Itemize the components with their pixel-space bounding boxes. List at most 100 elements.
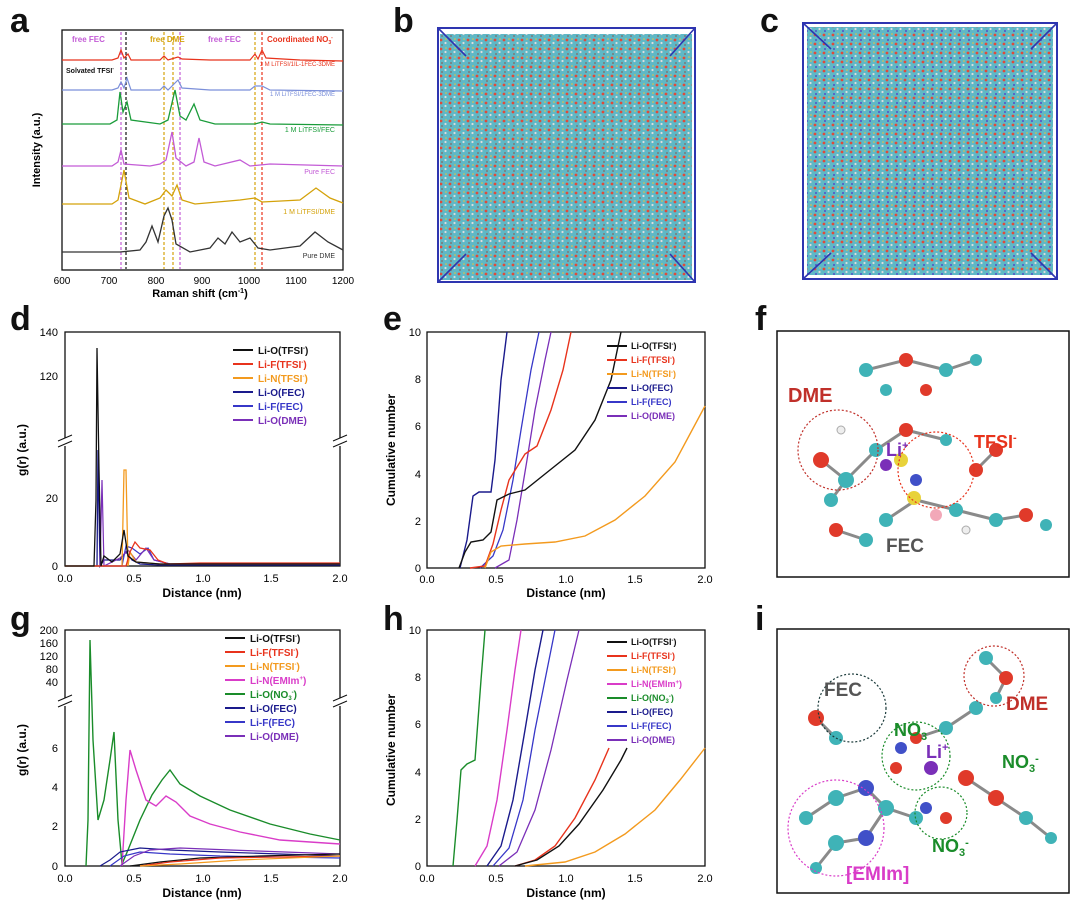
svg-text:1.0: 1.0 xyxy=(195,573,210,585)
trace-il-fec-dme xyxy=(62,48,344,62)
svg-text:Li-N(EMIm+): Li-N(EMIm+) xyxy=(250,676,306,687)
cumulative-chart-e: Li-O(TFSI-) Li-F(TFSI-) Li-N(TFSI-) Li-O… xyxy=(384,327,713,600)
cn-e-li-f-tfsi xyxy=(469,331,572,569)
svg-text:Li-O(NO3-): Li-O(NO3-) xyxy=(631,693,674,705)
cn-h-x-ticks: 0.0 0.5 1.0 1.5 2.0 xyxy=(419,873,712,885)
rdf-g-x-ticks: 0.0 0.5 1.0 1.5 2.0 xyxy=(57,873,347,885)
svg-text:Li-O(DME): Li-O(DME) xyxy=(250,732,299,743)
svg-text:1200: 1200 xyxy=(332,276,355,287)
svg-text:1.0: 1.0 xyxy=(558,873,573,885)
cn-h-li-o-tfsi xyxy=(514,747,628,867)
svg-text:Li-O(NO3-): Li-O(NO3-) xyxy=(250,690,297,702)
svg-text:Li-O(DME): Li-O(DME) xyxy=(631,735,675,745)
label-dme-i: DME xyxy=(1006,694,1048,715)
svg-text:0.0: 0.0 xyxy=(57,873,72,885)
cn-e-legend: Li-O(TFSI-) Li-F(TFSI-) Li-N(TFSI-) Li-O… xyxy=(607,341,677,421)
svg-text:0.5: 0.5 xyxy=(488,873,503,885)
trace-fec-dme xyxy=(62,76,344,92)
rdf-d-y-ticks: 140 120 20 0 xyxy=(40,327,58,573)
rdf-g-x-label: Distance (nm) xyxy=(162,886,241,900)
rdf-d-frame xyxy=(64,331,341,567)
cn-e-y-label: Cumulative number xyxy=(384,394,398,506)
cumulative-e-frame xyxy=(426,331,706,569)
svg-text:0: 0 xyxy=(415,563,421,575)
svg-text:4: 4 xyxy=(415,767,421,779)
svg-text:Li-F(FEC): Li-F(FEC) xyxy=(250,718,295,729)
tfsi-highlight-circle xyxy=(897,431,975,509)
rdf-d-legend: Li-O(TFSI-) Li-F(TFSI-) Li-N(TFSI-) Li-O… xyxy=(233,346,308,427)
svg-text:4: 4 xyxy=(52,782,58,794)
svg-text:6: 6 xyxy=(52,743,58,755)
svg-text:Li-N(TFSI-): Li-N(TFSI-) xyxy=(258,374,308,385)
svg-text:Li-F(TFSI-): Li-F(TFSI-) xyxy=(631,355,675,365)
svg-text:Li-N(TFSI-): Li-N(TFSI-) xyxy=(250,662,300,673)
trace-label-5: 1 M LiTFSI/DME xyxy=(283,209,335,216)
svg-text:700: 700 xyxy=(101,276,118,287)
svg-text:10: 10 xyxy=(409,625,421,637)
svg-text:20: 20 xyxy=(46,493,58,505)
svg-text:120: 120 xyxy=(40,371,58,383)
svg-text:600: 600 xyxy=(54,276,71,287)
cn-h-li-o-dme xyxy=(498,629,580,867)
trace-label-2: 1 M LiTFSI/1FEC-3DME xyxy=(270,92,335,98)
svg-text:1000: 1000 xyxy=(238,276,261,287)
svg-text:1.5: 1.5 xyxy=(627,873,642,885)
trace-label-3: 1 M LiTFSI/FEC xyxy=(285,127,335,134)
panel-letter-g: g xyxy=(10,600,31,638)
svg-text:8: 8 xyxy=(415,374,421,386)
svg-text:0.5: 0.5 xyxy=(126,573,141,585)
rdf-li-f-tfsi xyxy=(65,540,340,567)
svg-text:1100: 1100 xyxy=(285,276,307,287)
raman-reference-lines xyxy=(120,32,263,269)
svg-text:Li-O(FEC): Li-O(FEC) xyxy=(631,707,673,717)
label-no3-1: NO3 xyxy=(894,720,927,743)
cn-h-li-f-fec xyxy=(492,629,556,867)
fec-highlight-circle xyxy=(817,673,887,743)
svg-text:0.0: 0.0 xyxy=(57,573,72,585)
label-li-f: Li+ xyxy=(886,440,908,460)
svg-text:Li-O(TFSI-): Li-O(TFSI-) xyxy=(631,341,677,351)
rdf-g-y-label: g(r) (a.u.) xyxy=(15,724,29,776)
svg-text:Li-O(TFSI-): Li-O(TFSI-) xyxy=(258,346,308,357)
svg-text:0.0: 0.0 xyxy=(419,873,434,885)
rdf-d-y-label: g(r) (a.u.) xyxy=(15,424,29,476)
panel-letter-b: b xyxy=(393,2,414,40)
svg-text:Li-O(FEC): Li-O(FEC) xyxy=(258,388,305,399)
svg-text:6: 6 xyxy=(415,719,421,731)
cn-h-y-label: Cumulative number xyxy=(384,694,398,806)
svg-text:2.0: 2.0 xyxy=(332,573,347,585)
label-fec-f: FEC xyxy=(886,536,924,557)
cumulative-chart-h: Li-O(TFSI-) Li-F(TFSI-) Li-N(TFSI-) Li-N… xyxy=(384,625,713,900)
label-no3-2: NO3- xyxy=(1002,752,1039,775)
svg-text:Li-N(EMIm+): Li-N(EMIm+) xyxy=(631,679,682,689)
label-emim: [EMIm] xyxy=(846,864,909,885)
svg-text:2.0: 2.0 xyxy=(697,873,712,885)
no3-highlight-circle-1 xyxy=(881,721,951,791)
svg-text:1.5: 1.5 xyxy=(627,574,642,586)
svg-text:1.0: 1.0 xyxy=(558,574,573,586)
cn-h-li-n-tfsi xyxy=(524,747,706,867)
raman-y-axis-label: Intensity (a.u.) xyxy=(31,112,43,187)
cn-h-li-o-no3 xyxy=(452,629,486,867)
rdf-g-frame xyxy=(64,629,341,867)
cn-e-x-ticks: 0.0 0.5 1.0 1.5 2.0 xyxy=(419,574,712,586)
svg-text:Li-F(TFSI-): Li-F(TFSI-) xyxy=(631,651,675,661)
label-fec-i: FEC xyxy=(824,680,862,701)
solvation-structure-i: FEC DME NO3 Li+ NO3- NO3- [EMIm] xyxy=(776,628,1070,894)
svg-text:Li-O(TFSI-): Li-O(TFSI-) xyxy=(631,637,677,647)
raman-plot-frame xyxy=(61,29,344,271)
cn-e-x-label: Distance (nm) xyxy=(526,586,605,600)
cn-e-li-o-tfsi xyxy=(458,331,622,569)
rdf-g-li-o-dme xyxy=(119,847,341,867)
svg-text:Li-O(DME): Li-O(DME) xyxy=(631,411,675,421)
cn-h-y-ticks: 0 2 4 6 8 10 xyxy=(409,625,421,873)
annotation-solvated-tfsi: Solvated TFSI- xyxy=(66,66,114,75)
rdf-g-y-ticks: 200 160 120 80 40 6 4 2 0 xyxy=(40,625,58,873)
svg-text:2.0: 2.0 xyxy=(332,873,347,885)
svg-text:2: 2 xyxy=(415,516,421,528)
panel-letter-e: e xyxy=(383,300,402,338)
svg-text:800: 800 xyxy=(148,276,165,287)
rdf-g-li-n-emim xyxy=(121,749,341,867)
md-simulation-box-c xyxy=(802,22,1058,280)
molecule-cloud-b xyxy=(440,34,692,280)
